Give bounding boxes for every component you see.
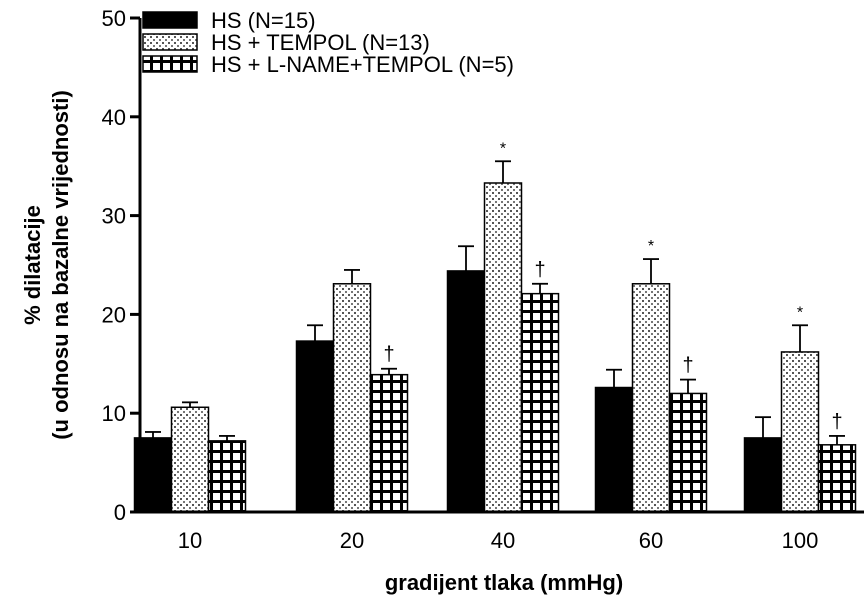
y-tick-label-30: 30: [102, 204, 126, 229]
x-axis-title: gradijent tlaka (mmHg): [385, 570, 623, 595]
y-tick-label-50: 50: [102, 6, 126, 31]
bar-series-3-category-20: [369, 373, 409, 513]
bar-series-3-category-60: [668, 392, 708, 513]
significance-marker-series-3-category-100: †: [831, 411, 842, 433]
bars-layer: † * † * † * †: [133, 140, 857, 513]
significance-marker-series-2-category-100: *: [797, 304, 803, 321]
y-axis-title-line-2: (u odnosu na bazalne vrijednosti): [48, 90, 73, 440]
axes-layer: 10 20 40 60 100 0 10 20 30 40 50: [102, 6, 864, 553]
bar-series-3-category-10: [207, 440, 247, 513]
x-tick-label-60: 60: [639, 528, 663, 553]
y-axis-title: % dilatacije (u odnosu na bazalne vrijed…: [20, 90, 73, 440]
bar-series-2-category-60: [631, 283, 671, 513]
bar-series-2-category-10: [170, 406, 210, 513]
legend-swatch-series-3: [142, 55, 198, 73]
x-tick-label-20: 20: [340, 528, 364, 553]
bar-series-2-category-20: [332, 283, 372, 513]
bar-series-1-category-60: [594, 386, 634, 513]
legend-swatch-series-2: [142, 33, 198, 51]
bar-series-3-category-40: [520, 292, 560, 513]
legend-label-series-1: HS (N=15): [211, 8, 316, 33]
legend-swatch-series-1: [142, 11, 198, 29]
bar-series-1-category-40: [446, 270, 486, 513]
bar-series-1-category-20: [295, 340, 335, 513]
legend-label-series-3: HS + L-NAME+TEMPOL (N=5): [211, 52, 514, 77]
significance-marker-series-3-category-20: †: [383, 344, 394, 366]
legend-label-series-2: HS + TEMPOL (N=13): [211, 30, 430, 55]
bar-series-2-category-40: [483, 182, 523, 513]
legend: HS (N=15)HS + TEMPOL (N=13)HS + L-NAME+T…: [142, 8, 514, 77]
significance-marker-series-3-category-40: †: [534, 259, 545, 281]
x-tick-label-40: 40: [491, 528, 515, 553]
bar-series-1-category-100: [743, 437, 783, 513]
significance-marker-series-3-category-60: †: [682, 355, 693, 377]
x-tick-label-10: 10: [178, 528, 202, 553]
y-tick-label-20: 20: [102, 302, 126, 327]
y-tick-label-40: 40: [102, 105, 126, 130]
significance-marker-series-2-category-60: *: [648, 238, 654, 255]
y-axis-title-line-1: % dilatacije: [20, 205, 45, 325]
y-tick-label-0: 0: [114, 500, 126, 525]
bar-series-2-category-100: [780, 351, 820, 513]
significance-marker-series-2-category-40: *: [500, 140, 506, 157]
y-tick-label-10: 10: [102, 401, 126, 426]
x-tick-label-100: 100: [782, 528, 819, 553]
bar-series-3-category-100: [817, 444, 857, 513]
